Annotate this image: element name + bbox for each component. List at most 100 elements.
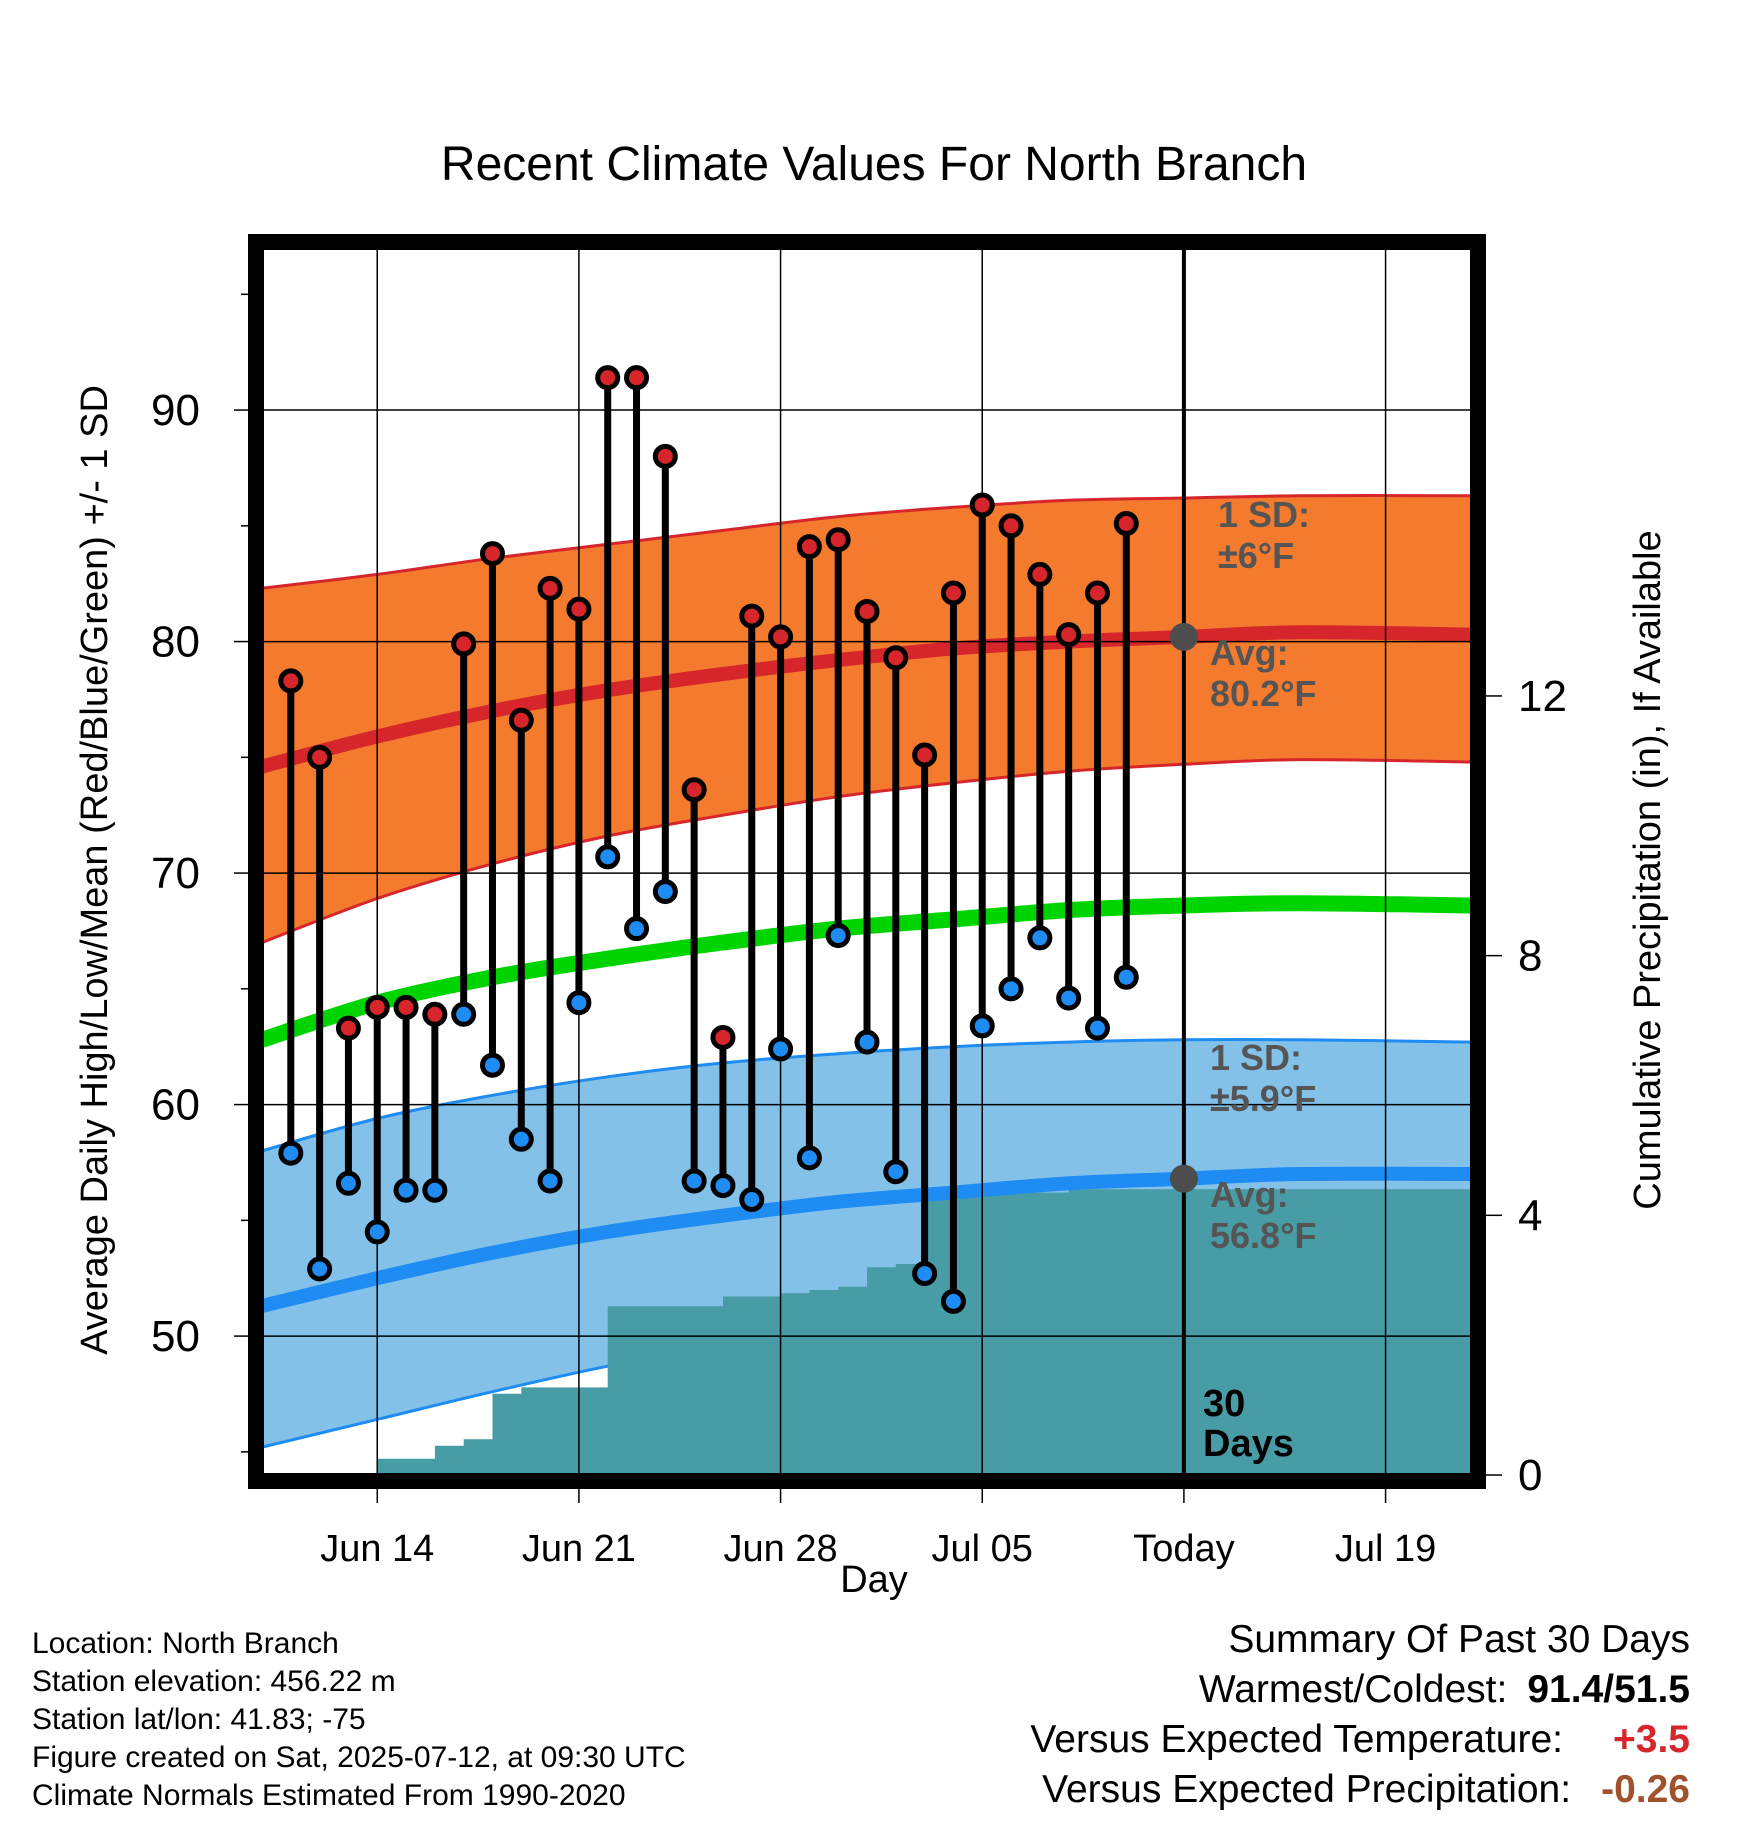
high-temp-point xyxy=(479,541,505,567)
created-text: Figure created on Sat, 2025-07-12, at 09… xyxy=(32,1741,686,1774)
low-temp-point xyxy=(854,1029,880,1055)
y-axis-label: Average Daily High/Low/Mean (Red/Blue/Gr… xyxy=(74,385,116,1355)
low-sd-band xyxy=(262,1039,1472,1448)
low-temp-point xyxy=(307,1256,333,1282)
high-temp-point xyxy=(1113,510,1139,536)
low-temp-point xyxy=(364,1219,390,1245)
today-low-avg-marker xyxy=(1169,1164,1198,1193)
high-temp-point xyxy=(393,994,419,1020)
x-axis-label: Day xyxy=(840,1559,908,1600)
x-tick-label: Jul 05 xyxy=(932,1528,1033,1570)
high-temp-point xyxy=(307,744,333,770)
chart-title: Recent Climate Values For North Branch xyxy=(441,138,1307,191)
y-tick-label: 80 xyxy=(151,618,200,667)
warm-cold-value: 91.4/51.5 xyxy=(1527,1668,1690,1711)
y2-axis-label: Cumulative Precipitation (in), If Availa… xyxy=(1627,530,1669,1209)
x-tick-label: Jul 19 xyxy=(1335,1528,1436,1570)
y2-tick-label: 8 xyxy=(1518,932,1542,981)
high-temp-point xyxy=(998,513,1024,539)
high-temp-point xyxy=(1084,580,1110,606)
high-temp-point xyxy=(537,575,563,601)
low-temp-point xyxy=(479,1052,505,1078)
temp-row: Versus Expected Temperature: +3.5 xyxy=(1030,1715,1690,1765)
low-avg-line xyxy=(262,1166,1472,1313)
climate-chart: Recent Climate Values For North Branch 5… xyxy=(74,138,1669,1600)
high-avg-label: Avg: xyxy=(1210,632,1289,673)
y-tick-label: 90 xyxy=(151,386,200,435)
high-temp-point xyxy=(451,631,477,657)
high-temp-point xyxy=(796,534,822,560)
y2-tick-label: 12 xyxy=(1518,672,1567,721)
low-temp-point xyxy=(883,1159,909,1185)
low-temp-point xyxy=(393,1177,419,1203)
high-temp-point xyxy=(1056,622,1082,648)
high-sd-band-upper-edge xyxy=(262,494,1472,590)
days-count-word: Days xyxy=(1203,1423,1294,1465)
y2-tick-label: 4 xyxy=(1518,1191,1542,1240)
station-info: Location: North Branch Station elevation… xyxy=(32,1625,686,1815)
low-temp-point xyxy=(940,1288,966,1314)
low-temp-point xyxy=(652,879,678,905)
low-temp-point xyxy=(825,923,851,949)
y-tick-label: 50 xyxy=(151,1312,200,1361)
low-temp-point xyxy=(739,1187,765,1213)
low-temp-point xyxy=(998,976,1024,1002)
precip-value: -0.26 xyxy=(1601,1768,1690,1811)
high-temp-point xyxy=(768,624,794,650)
low-avg-value: 56.8°F xyxy=(1210,1215,1316,1256)
x-tick-label: Today xyxy=(1133,1528,1234,1570)
high-temp-point xyxy=(825,527,851,553)
high-temp-point xyxy=(883,645,909,671)
low-temp-point xyxy=(1056,985,1082,1011)
x-tick-label: Jun 28 xyxy=(724,1528,838,1570)
high-temp-point xyxy=(681,777,707,803)
high-temp-point xyxy=(652,443,678,469)
low-sd-label: 1 SD: xyxy=(1210,1037,1302,1078)
low-sd-band-upper-edge xyxy=(262,1038,1472,1153)
low-temp-point xyxy=(595,844,621,870)
low-temp-point xyxy=(912,1261,938,1287)
high-temp-point xyxy=(624,365,650,391)
low-temp-point xyxy=(681,1168,707,1194)
low-temp-point xyxy=(624,916,650,942)
low-temp-point xyxy=(1027,925,1053,951)
low-temp-point xyxy=(508,1126,534,1152)
high-temp-point xyxy=(710,1024,736,1050)
high-temp-point xyxy=(1027,561,1053,587)
low-sd-value: ±5.9°F xyxy=(1210,1078,1316,1119)
x-tick-label: Jun 14 xyxy=(320,1528,434,1570)
today-high-avg-marker xyxy=(1169,622,1198,651)
low-temp-point xyxy=(422,1177,448,1203)
low-temp-point xyxy=(969,1013,995,1039)
precip-label: Versus Expected Precipitation: xyxy=(1042,1768,1572,1811)
y2-tick-label: 0 xyxy=(1518,1451,1542,1500)
low-temp-point xyxy=(537,1168,563,1194)
normals-text: Climate Normals Estimated From 1990-2020 xyxy=(32,1779,626,1812)
high-temp-point xyxy=(969,492,995,518)
low-temp-point xyxy=(278,1140,304,1166)
high-temp-point xyxy=(335,1015,361,1041)
plot-frame xyxy=(248,234,1486,1489)
low-temp-point xyxy=(335,1170,361,1196)
high-temp-point xyxy=(912,742,938,768)
low-temp-point xyxy=(566,990,592,1016)
days-count-number: 30 xyxy=(1203,1383,1245,1425)
high-temp-point xyxy=(940,580,966,606)
y-tick-label: 60 xyxy=(151,1081,200,1130)
low-temp-point xyxy=(768,1036,794,1062)
low-temp-point xyxy=(1113,964,1139,990)
x-tick-label: Jun 21 xyxy=(522,1528,636,1570)
warm-cold-row: Warmest/Coldest: 91.4/51.5 xyxy=(1030,1665,1690,1715)
y-tick-label: 70 xyxy=(151,849,200,898)
high-avg-value: 80.2°F xyxy=(1210,673,1316,714)
high-sd-value: ±6°F xyxy=(1218,535,1294,576)
high-temp-point xyxy=(278,668,304,694)
low-avg-label: Avg: xyxy=(1210,1174,1289,1215)
location-text: Location: North Branch xyxy=(32,1627,339,1660)
low-temp-point xyxy=(710,1173,736,1199)
high-temp-point xyxy=(739,603,765,629)
high-temp-point xyxy=(854,598,880,624)
high-temp-point xyxy=(422,1001,448,1027)
temp-value: +3.5 xyxy=(1613,1718,1690,1761)
high-temp-point xyxy=(364,994,390,1020)
